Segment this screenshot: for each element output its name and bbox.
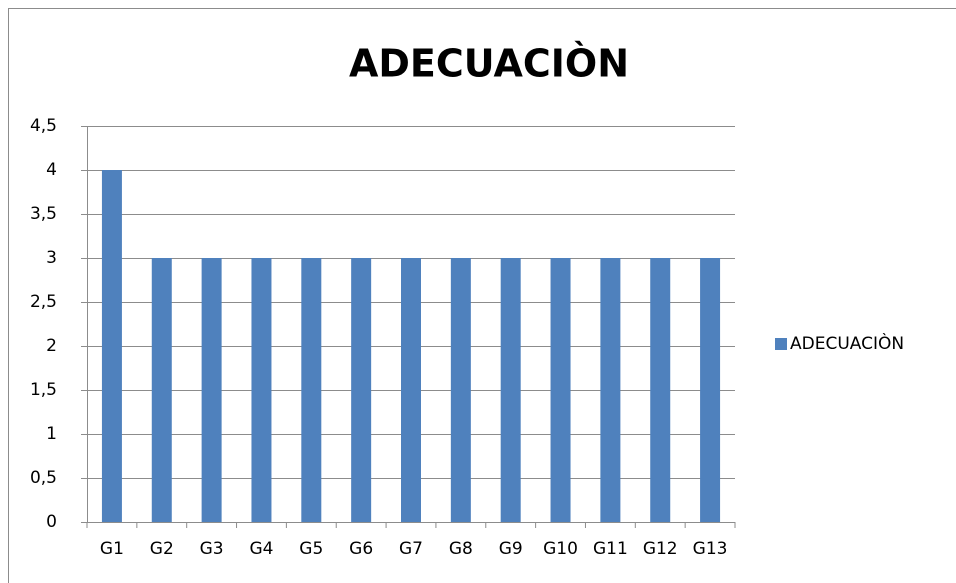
bar [500,258,521,522]
x-tick-label: G1 [100,539,124,559]
chart-title: ADECUACIÒN [349,42,629,86]
chart-border [8,8,956,583]
y-tick-label: 3,5 [30,204,57,224]
legend-label: ADECUACIÒN [790,332,904,354]
bar [700,258,721,522]
y-tick-label: 4,5 [30,116,57,136]
y-tick-label: 4 [46,160,57,180]
y-tick-label: 1 [46,424,57,444]
bar [101,170,122,522]
bar [301,258,322,522]
x-tick-label: G13 [693,539,728,559]
x-tick-label: G3 [200,539,224,559]
bar [151,258,172,522]
x-tick-label: G6 [349,539,373,559]
bar [351,258,372,522]
bar [600,258,621,522]
y-tick-label: 3 [46,248,57,268]
bar [450,258,471,522]
y-tick-label: 0,5 [30,468,57,488]
x-tick-label: G4 [249,539,273,559]
x-tick-label: G2 [150,539,174,559]
bar [251,258,272,522]
y-tick-label: 0 [46,512,57,532]
y-tick-label: 1,5 [30,380,57,400]
x-tick-label: G11 [593,539,628,559]
legend-swatch [775,338,787,350]
bar [550,258,571,522]
bar [650,258,671,522]
y-tick-label: 2 [46,336,57,356]
x-tick-label: G9 [499,539,523,559]
x-tick-label: G10 [543,539,578,559]
x-tick-label: G12 [643,539,678,559]
bar [401,258,421,522]
x-tick-label: G7 [399,539,423,559]
x-tick-label: G8 [449,539,473,559]
x-tick-label: G5 [299,539,323,559]
bar [201,258,222,522]
y-tick-label: 2,5 [30,292,57,312]
